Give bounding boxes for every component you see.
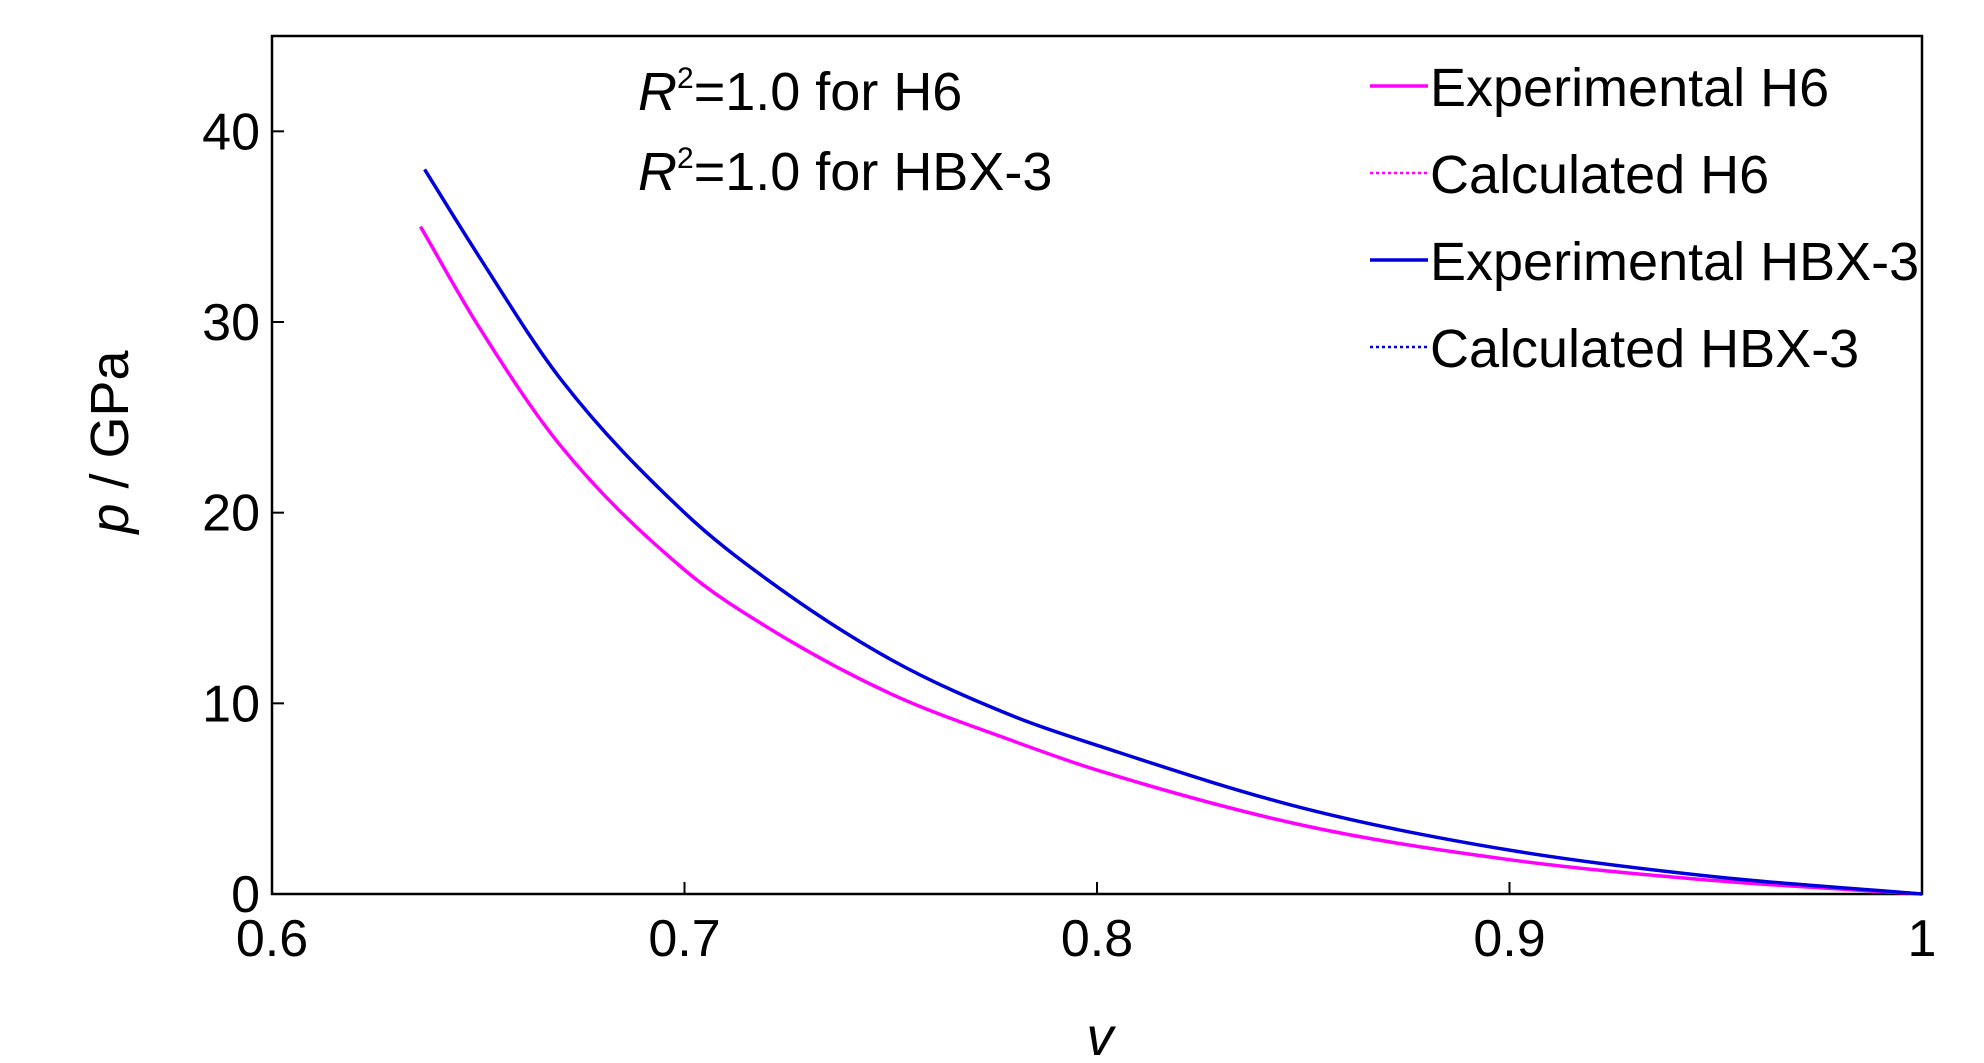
y-axis-label: p / GPa [80, 349, 140, 535]
y-axis-label-unit: / GPa [80, 349, 140, 503]
annotations: R2=1.0 for H6 R2=1.0 for HBX-3 [638, 62, 1052, 202]
legend-label: Experimental H6 [1430, 58, 1829, 118]
legend-label: Calculated H6 [1430, 145, 1769, 205]
legend-label: Calculated HBX-3 [1430, 319, 1859, 379]
y-tick-label: 40 [202, 103, 260, 161]
x-axis-label: v [1087, 1007, 1117, 1063]
y-tick-label: 30 [202, 294, 260, 352]
x-tick-label: 0.6 [236, 910, 308, 968]
series-line-4 [423, 168, 1923, 896]
series-layer [418, 168, 1923, 896]
x-axis: 0.6 0.7 0.8 0.9 1 [236, 882, 1937, 968]
r-squared-annotation: R2=1.0 for HBX-3 [638, 142, 1052, 202]
y-tick-label: 20 [202, 485, 260, 543]
y-tick-label: 0 [231, 866, 260, 924]
x-tick-label: 1 [1908, 910, 1937, 968]
r-squared-annotation: R2=1.0 for H6 [638, 62, 962, 122]
y-axis: 0 10 20 30 40 [202, 103, 284, 924]
y-axis-label-symbol: p [80, 504, 140, 536]
legend-label: Experimental HBX-3 [1430, 232, 1919, 292]
legend: Experimental H6 Calculated H6 Experimental… [1370, 58, 1919, 379]
x-tick-label: 0.9 [1473, 910, 1545, 968]
series-line-2 [419, 226, 1923, 896]
x-tick-label: 0.8 [1061, 910, 1133, 968]
x-tick-label: 0.7 [648, 910, 720, 968]
y-tick-label: 10 [202, 675, 260, 733]
